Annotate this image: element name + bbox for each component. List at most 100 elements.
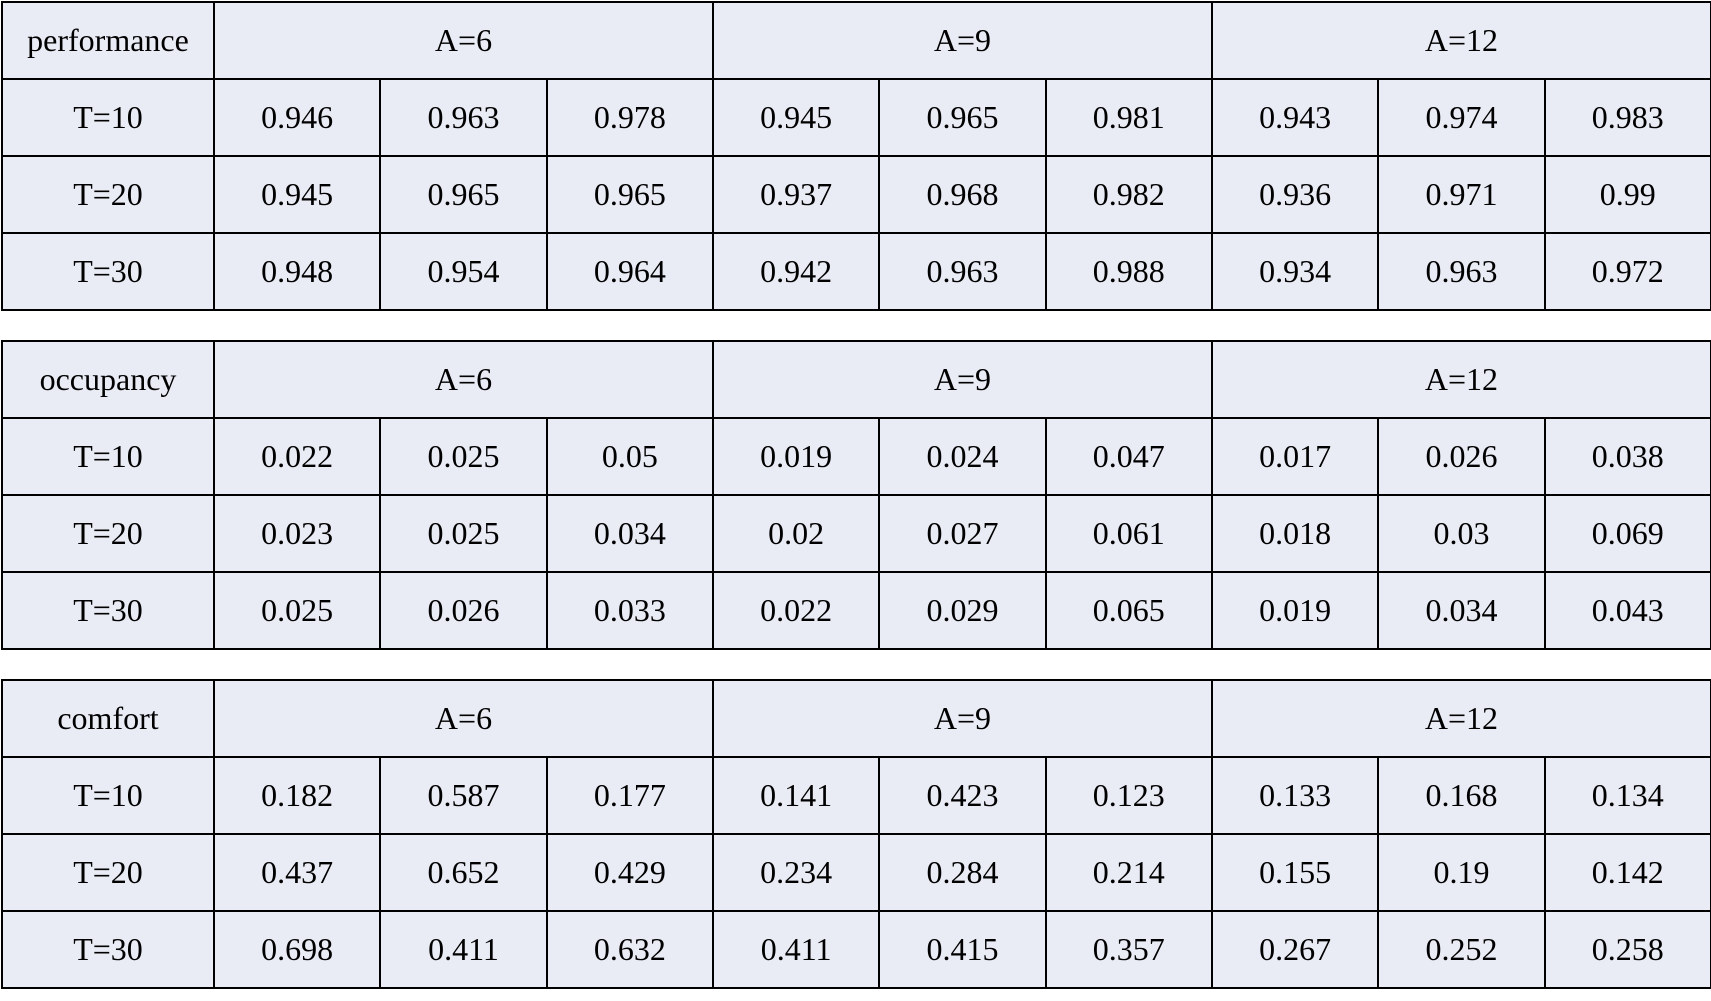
value-cell: 0.168 bbox=[1377, 756, 1546, 835]
value-cell: 0.415 bbox=[878, 910, 1047, 989]
value-cell: 0.05 bbox=[545, 417, 714, 496]
table-row: T=30 0.025 0.026 0.033 0.022 0.029 0.065… bbox=[1, 571, 1711, 650]
value-cell: 0.134 bbox=[1543, 756, 1711, 835]
value-cell: 0.017 bbox=[1210, 417, 1380, 496]
value-cell: 0.964 bbox=[545, 232, 714, 311]
value-cell: 0.029 bbox=[878, 571, 1047, 650]
value-cell: 0.411 bbox=[379, 910, 548, 989]
value-cell: 0.974 bbox=[1377, 78, 1546, 157]
value-cell: 0.019 bbox=[711, 417, 881, 496]
value-cell: 0.946 bbox=[212, 78, 382, 157]
value-cell: 0.971 bbox=[1377, 155, 1546, 234]
table-row: T=30 0.698 0.411 0.632 0.411 0.415 0.357… bbox=[1, 910, 1711, 989]
group-header: A=6 bbox=[213, 679, 714, 758]
value-cell: 0.963 bbox=[379, 78, 548, 157]
value-cell: 0.023 bbox=[212, 494, 382, 573]
value-cell: 0.258 bbox=[1543, 910, 1711, 989]
group-header: A=12 bbox=[1210, 679, 1711, 758]
row-label: T=10 bbox=[1, 78, 215, 157]
row-label: T=10 bbox=[1, 756, 215, 835]
value-cell: 0.698 bbox=[212, 910, 382, 989]
performance-table: performance A=6 A=9 A=12 T=10 0.946 0.96… bbox=[1, 1, 1711, 311]
group-header: A=6 bbox=[213, 340, 714, 419]
group-header: A=9 bbox=[711, 340, 1213, 419]
value-cell: 0.038 bbox=[1543, 417, 1711, 496]
value-cell: 0.026 bbox=[1377, 417, 1546, 496]
value-cell: 0.234 bbox=[711, 833, 881, 912]
value-cell: 0.024 bbox=[878, 417, 1047, 496]
value-cell: 0.061 bbox=[1044, 494, 1213, 573]
row-label: T=30 bbox=[1, 232, 215, 311]
value-cell: 0.034 bbox=[1377, 571, 1546, 650]
value-cell: 0.252 bbox=[1377, 910, 1546, 989]
value-cell: 0.19 bbox=[1377, 833, 1546, 912]
value-cell: 0.936 bbox=[1210, 155, 1380, 234]
value-cell: 0.978 bbox=[545, 78, 714, 157]
value-cell: 0.025 bbox=[379, 494, 548, 573]
value-cell: 0.632 bbox=[545, 910, 714, 989]
value-cell: 0.214 bbox=[1044, 833, 1213, 912]
value-cell: 0.025 bbox=[379, 417, 548, 496]
value-cell: 0.026 bbox=[379, 571, 548, 650]
value-cell: 0.429 bbox=[545, 833, 714, 912]
value-cell: 0.937 bbox=[711, 155, 881, 234]
group-header: A=12 bbox=[1210, 340, 1711, 419]
value-cell: 0.411 bbox=[711, 910, 881, 989]
value-cell: 0.141 bbox=[711, 756, 881, 835]
metric-label: performance bbox=[1, 1, 215, 80]
value-cell: 0.03 bbox=[1377, 494, 1546, 573]
value-cell: 0.019 bbox=[1210, 571, 1380, 650]
value-cell: 0.034 bbox=[545, 494, 714, 573]
value-cell: 0.983 bbox=[1543, 78, 1711, 157]
value-cell: 0.954 bbox=[379, 232, 548, 311]
row-label: T=30 bbox=[1, 571, 215, 650]
value-cell: 0.043 bbox=[1543, 571, 1711, 650]
value-cell: 0.943 bbox=[1210, 78, 1380, 157]
value-cell: 0.022 bbox=[711, 571, 881, 650]
value-cell: 0.069 bbox=[1543, 494, 1711, 573]
table-row: T=10 0.182 0.587 0.177 0.141 0.423 0.123… bbox=[1, 756, 1711, 835]
metric-label: comfort bbox=[1, 679, 215, 758]
value-cell: 0.652 bbox=[379, 833, 548, 912]
group-header: A=9 bbox=[711, 679, 1213, 758]
value-cell: 0.142 bbox=[1543, 833, 1711, 912]
value-cell: 0.437 bbox=[212, 833, 382, 912]
value-cell: 0.267 bbox=[1210, 910, 1380, 989]
value-cell: 0.357 bbox=[1044, 910, 1213, 989]
row-label: T=10 bbox=[1, 417, 215, 496]
table-row: T=30 0.948 0.954 0.964 0.942 0.963 0.988… bbox=[1, 232, 1711, 311]
value-cell: 0.963 bbox=[878, 232, 1047, 311]
value-cell: 0.948 bbox=[212, 232, 382, 311]
value-cell: 0.942 bbox=[711, 232, 881, 311]
value-cell: 0.133 bbox=[1210, 756, 1380, 835]
value-cell: 0.047 bbox=[1044, 417, 1213, 496]
value-cell: 0.182 bbox=[212, 756, 382, 835]
group-header: A=9 bbox=[711, 1, 1213, 80]
value-cell: 0.945 bbox=[212, 155, 382, 234]
value-cell: 0.963 bbox=[1377, 232, 1546, 311]
value-cell: 0.99 bbox=[1543, 155, 1711, 234]
occupancy-table: occupancy A=6 A=9 A=12 T=10 0.022 0.025 … bbox=[1, 340, 1711, 650]
table-row: T=20 0.945 0.965 0.965 0.937 0.968 0.982… bbox=[1, 155, 1711, 234]
value-cell: 0.988 bbox=[1044, 232, 1213, 311]
header-row: comfort A=6 A=9 A=12 bbox=[1, 679, 1711, 758]
value-cell: 0.065 bbox=[1044, 571, 1213, 650]
value-cell: 0.965 bbox=[878, 78, 1047, 157]
row-label: T=20 bbox=[1, 494, 215, 573]
header-row: performance A=6 A=9 A=12 bbox=[1, 1, 1711, 80]
table-row: T=10 0.946 0.963 0.978 0.945 0.965 0.981… bbox=[1, 78, 1711, 157]
value-cell: 0.972 bbox=[1543, 232, 1711, 311]
value-cell: 0.965 bbox=[545, 155, 714, 234]
value-cell: 0.945 bbox=[711, 78, 881, 157]
value-cell: 0.022 bbox=[212, 417, 382, 496]
value-cell: 0.982 bbox=[1044, 155, 1213, 234]
value-cell: 0.027 bbox=[878, 494, 1047, 573]
value-cell: 0.018 bbox=[1210, 494, 1380, 573]
value-cell: 0.934 bbox=[1210, 232, 1380, 311]
value-cell: 0.423 bbox=[878, 756, 1047, 835]
value-cell: 0.981 bbox=[1044, 78, 1213, 157]
value-cell: 0.02 bbox=[711, 494, 881, 573]
header-row: occupancy A=6 A=9 A=12 bbox=[1, 340, 1711, 419]
row-label: T=20 bbox=[1, 833, 215, 912]
value-cell: 0.123 bbox=[1044, 756, 1213, 835]
